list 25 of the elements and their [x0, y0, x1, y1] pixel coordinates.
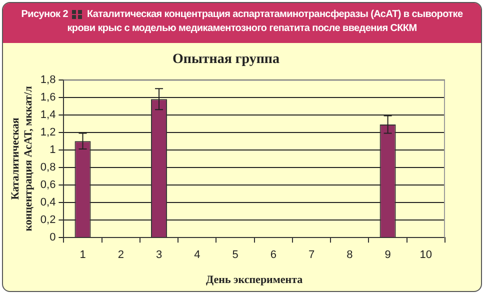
x-tick-label: 7: [308, 249, 315, 262]
y-tick-label: 0,6: [40, 179, 56, 192]
x-tick-label: 4: [194, 249, 200, 262]
y-tick-label: 1,4: [40, 108, 56, 121]
x-tick-label: 9: [384, 249, 391, 262]
x-tick-label: 6: [270, 249, 276, 262]
x-axis-title: День эксперимента: [206, 274, 304, 286]
x-tick-label: 5: [232, 249, 238, 262]
text: Каталитическая концентрация аспартатаминотрансферазы (АсАТ) в сыворотке крови крыс с моделью медикаментозного гепатита после введения СККМ: [67, 9, 463, 34]
text: Рисунок 2: [21, 9, 68, 20]
y-tick-label: 1,8: [40, 74, 56, 86]
x-tick-label: 10: [420, 249, 432, 262]
x-tick-label: 3: [156, 249, 162, 262]
y-tick-label: 0,2: [40, 214, 56, 226]
y-axis-title: Каталитическая концентрация АсАТ, мккат/л: [9, 86, 35, 232]
y-tick-label: 0,4: [40, 196, 56, 209]
chart-title: Опытная группа: [172, 52, 280, 68]
y-tick-label: 1,2: [40, 126, 56, 138]
y-tick-label: 1: [50, 144, 56, 156]
x-tick-label: 2: [118, 249, 124, 262]
x-tick-label: 8: [346, 249, 353, 262]
x-tick-label: 1: [80, 249, 86, 262]
y-tick-label: 0: [50, 232, 56, 244]
y-tick-label: 1,6: [40, 91, 56, 104]
y-tick-label: 0,8: [40, 162, 56, 174]
